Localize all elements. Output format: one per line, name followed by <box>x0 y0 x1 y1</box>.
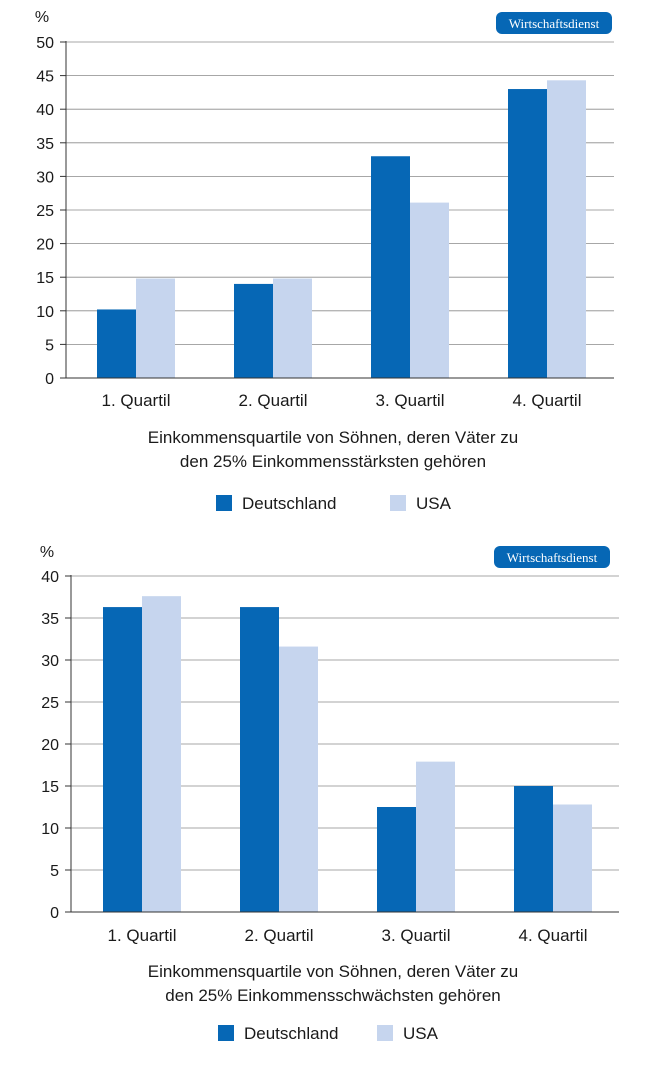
y-tick-label: 10 <box>41 821 59 838</box>
y-tick-label: 15 <box>41 779 59 796</box>
y-tick-label: 40 <box>41 569 59 586</box>
bar-deutschland <box>234 283 273 378</box>
x-axis-title: Einkommensquartile von Söhnen, deren Vät… <box>148 428 518 447</box>
legend-label-deutschland: Deutschland <box>242 494 337 513</box>
y-unit-label: % <box>35 9 49 26</box>
x-tick-label: 1. Quartil <box>108 926 177 945</box>
bar-deutschland <box>514 786 553 912</box>
x-tick-label: 3. Quartil <box>376 391 445 410</box>
x-tick-label: 4. Quartil <box>519 926 588 945</box>
y-tick-label: 50 <box>36 35 54 52</box>
x-tick-label: 4. Quartil <box>513 391 582 410</box>
y-tick-label: 5 <box>45 337 54 354</box>
y-tick-label: 0 <box>45 371 54 388</box>
bar-usa <box>547 80 586 378</box>
y-tick-label: 10 <box>36 304 54 321</box>
y-tick-label: 40 <box>36 102 54 119</box>
brand-badge-text: Wirtschaftsdienst <box>507 550 598 565</box>
chart-1: 0 5 10 15 20 25 30 35 40 45 50% 1. Quartil 2. Quarti… <box>35 9 614 513</box>
bar-deutschland <box>97 309 136 378</box>
legend: Deutschland USA <box>216 494 452 513</box>
x-tick-label: 2. Quartil <box>239 391 308 410</box>
brand-badge-background <box>494 546 610 568</box>
y-tick-label: 35 <box>41 611 59 628</box>
y-tick-label: 35 <box>36 136 54 153</box>
y-tick-label: 25 <box>41 695 59 712</box>
bar-usa <box>273 278 312 378</box>
bar-usa <box>410 202 449 378</box>
bar-usa <box>142 596 181 912</box>
bar-usa <box>553 804 592 912</box>
legend-swatch-deutschland <box>218 1025 234 1041</box>
bar-usa <box>279 646 318 912</box>
y-tick-label: 15 <box>36 270 54 287</box>
brand-badge-background <box>496 12 612 34</box>
bar-deutschland <box>371 156 410 378</box>
legend-label-deutschland: Deutschland <box>244 1024 339 1043</box>
legend: Deutschland USA <box>218 1024 439 1043</box>
y-tick-label: 45 <box>36 69 54 86</box>
y-unit-label: % <box>40 544 54 561</box>
bar-deutschland <box>377 807 416 912</box>
y-tick-label: 30 <box>41 653 59 670</box>
y-tick-label: 20 <box>36 237 54 254</box>
brand-badge: Wirtschaftsdienst <box>496 12 612 34</box>
bar-deutschland <box>103 607 142 912</box>
x-tick-label: 2. Quartil <box>245 926 314 945</box>
x-axis-title: den 25% Einkommensschwächsten gehören <box>165 986 500 1005</box>
x-tick-label: 3. Quartil <box>382 926 451 945</box>
y-tick-label: 20 <box>41 737 59 754</box>
x-axis-title: Einkommensquartile von Söhnen, deren Vät… <box>148 962 518 981</box>
bar-usa <box>416 761 455 912</box>
y-tick-label: 5 <box>50 863 59 880</box>
bar-deutschland <box>240 607 279 912</box>
y-tick-label: 0 <box>50 905 59 922</box>
brand-badge: Wirtschaftsdienst <box>494 546 610 568</box>
legend-swatch-usa <box>390 495 406 511</box>
legend-label-usa: USA <box>403 1024 439 1043</box>
y-tick-label: 25 <box>36 203 54 220</box>
brand-badge-text: Wirtschaftsdienst <box>509 16 600 31</box>
chart-2: 0 5 10 15 20 25 30 35 40% 1. Quartil 2. Quartil 3. … <box>40 544 619 1043</box>
bar-usa <box>136 278 175 378</box>
legend-swatch-usa <box>377 1025 393 1041</box>
x-tick-label: 1. Quartil <box>102 391 171 410</box>
legend-swatch-deutschland <box>216 495 232 511</box>
x-axis-title: den 25% Einkommensstärksten gehören <box>180 452 486 471</box>
legend-label-usa: USA <box>416 494 452 513</box>
bar-deutschland <box>508 89 547 378</box>
y-tick-label: 30 <box>36 169 54 186</box>
